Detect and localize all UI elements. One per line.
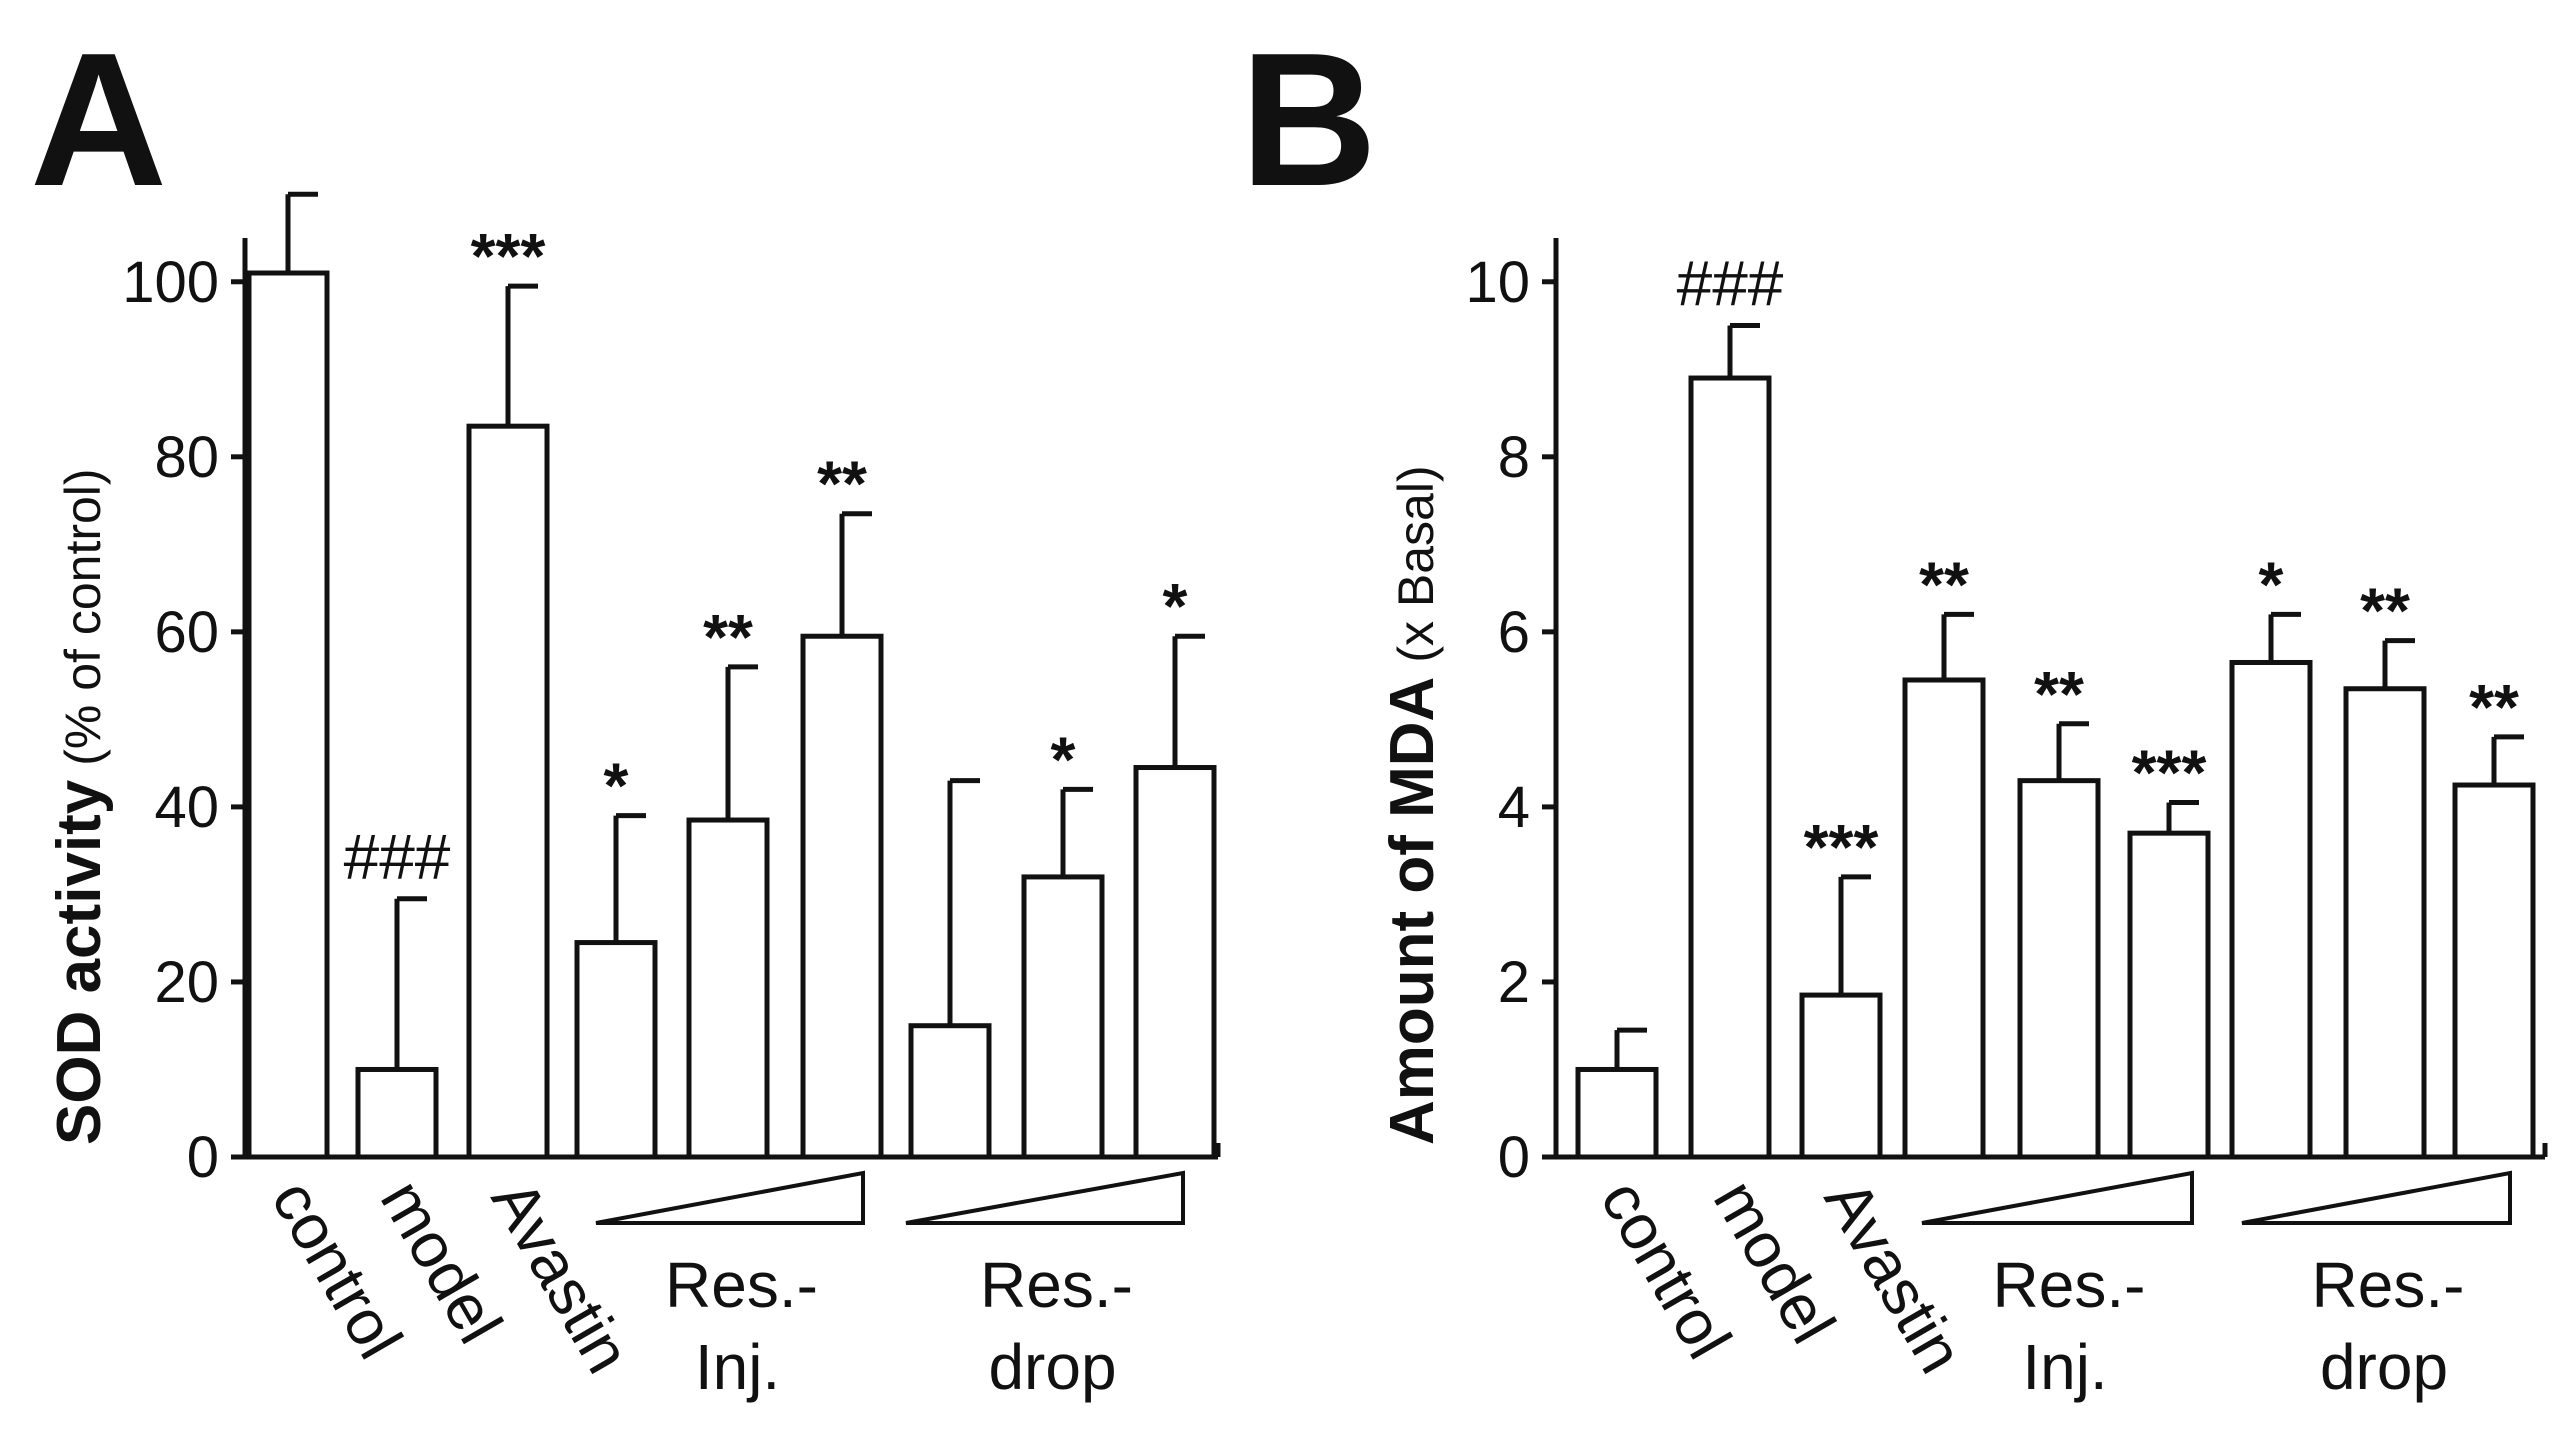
significance-label-a-4: * [604, 750, 629, 822]
bar-b-3 [1799, 992, 1883, 1160]
significance-label-a-5: ** [703, 601, 753, 673]
dose-wedge-b-1 [1921, 1170, 2194, 1225]
category-label-b-avastin: Avastin [1811, 1168, 1978, 1385]
bar-a-4 [574, 940, 658, 1160]
y-tick-label-a: 80 [154, 425, 219, 490]
dose-wedge-a-1 [595, 1170, 865, 1225]
bar-a-7 [908, 1023, 992, 1160]
group-label-a-2-line2: drop [988, 1331, 1116, 1403]
panel-letter-a: A [30, 14, 167, 226]
bar-b-7 [2229, 659, 2313, 1160]
dose-wedge-a-2 [905, 1170, 1185, 1225]
group-label-b-2-line1: Res.- [2312, 1249, 2465, 1321]
y-tick-label-a: 0 [187, 1125, 219, 1190]
y-tick-label-a: 60 [154, 600, 219, 665]
group-label-b-2-line2: drop [2320, 1331, 2448, 1403]
bar-b-9 [2452, 782, 2536, 1160]
significance-label-b-5: ** [2034, 658, 2084, 730]
y-axis-label-a-main: SOD activity [45, 779, 114, 1145]
y-axis-label-b: Amount of MDA (x Basal) [1378, 465, 1447, 1145]
significance-label-a-2: ### [344, 821, 451, 893]
dose-wedge-b-2 [2241, 1170, 2512, 1225]
significance-label-a-3: *** [471, 220, 546, 292]
bar-a-1 [246, 270, 330, 1160]
significance-label-a-9: * [1163, 570, 1188, 642]
significance-label-a-6: ** [817, 448, 867, 520]
significance-label-b-2: ### [1677, 248, 1784, 320]
y-tick-label-b: 6 [1498, 600, 1530, 665]
bar-b-6 [2127, 830, 2211, 1160]
panel-letter-b: B [1240, 14, 1377, 226]
significance-label-b-4: ** [1919, 548, 1969, 620]
significance-label-b-6: *** [2132, 737, 2207, 809]
y-axis-label-a-unit: (% of control) [55, 468, 111, 765]
significance-label-b-7: * [2259, 548, 2284, 620]
bar-b-4 [1902, 677, 1986, 1160]
bar-a-9 [1133, 765, 1217, 1160]
group-label-b-1-line2: Inj. [2022, 1331, 2107, 1403]
bar-a-5 [686, 817, 770, 1160]
y-tick-label-a: 40 [154, 775, 219, 840]
bar-b-2 [1688, 375, 1772, 1160]
significance-label-b-8: ** [2360, 575, 2410, 647]
group-label-a-2-line1: Res.- [980, 1249, 1133, 1321]
bar-a-3 [466, 423, 550, 1160]
svg-text:SOD activity(% of control): SOD activity (% of control) [45, 468, 114, 1145]
y-tick-label-b: 4 [1498, 775, 1530, 840]
bar-b-5 [2017, 778, 2101, 1160]
significance-label-b-9: ** [2469, 671, 2519, 743]
y-tick-label-b: 10 [1465, 250, 1530, 315]
y-tick-label-b: 0 [1498, 1125, 1530, 1190]
bar-a-2 [355, 1066, 439, 1160]
group-label-b-1-line1: Res.- [1993, 1249, 2146, 1321]
bar-b-1 [1575, 1066, 1659, 1160]
y-tick-label-b: 2 [1498, 950, 1530, 1015]
bar-a-8 [1021, 874, 1105, 1160]
bar-b-8 [2343, 686, 2427, 1160]
bar-a-6 [800, 633, 884, 1160]
group-label-a-1-line1: Res.- [665, 1249, 818, 1321]
category-label-a-avastin: Avastin [478, 1168, 645, 1385]
y-tick-label-b: 8 [1498, 425, 1530, 490]
y-tick-label-a: 100 [122, 250, 219, 315]
y-axis-label-a: SOD activity (% of control) [45, 468, 114, 1145]
significance-label-a-8: * [1051, 723, 1076, 795]
significance-label-b-3: *** [1804, 811, 1879, 883]
y-axis-label-b-main: Amount of MDA [1378, 677, 1447, 1145]
panel-a-plot: 020406080100###**********controlmodelAva… [122, 191, 1221, 1403]
y-tick-label-a: 20 [154, 950, 219, 1015]
group-label-a-1-line2: Inj. [695, 1331, 780, 1403]
svg-text:Amount of MDA(x Basal): Amount of MDA (x Basal) [1378, 465, 1447, 1145]
y-axis-label-b-unit: (x Basal) [1388, 465, 1444, 662]
